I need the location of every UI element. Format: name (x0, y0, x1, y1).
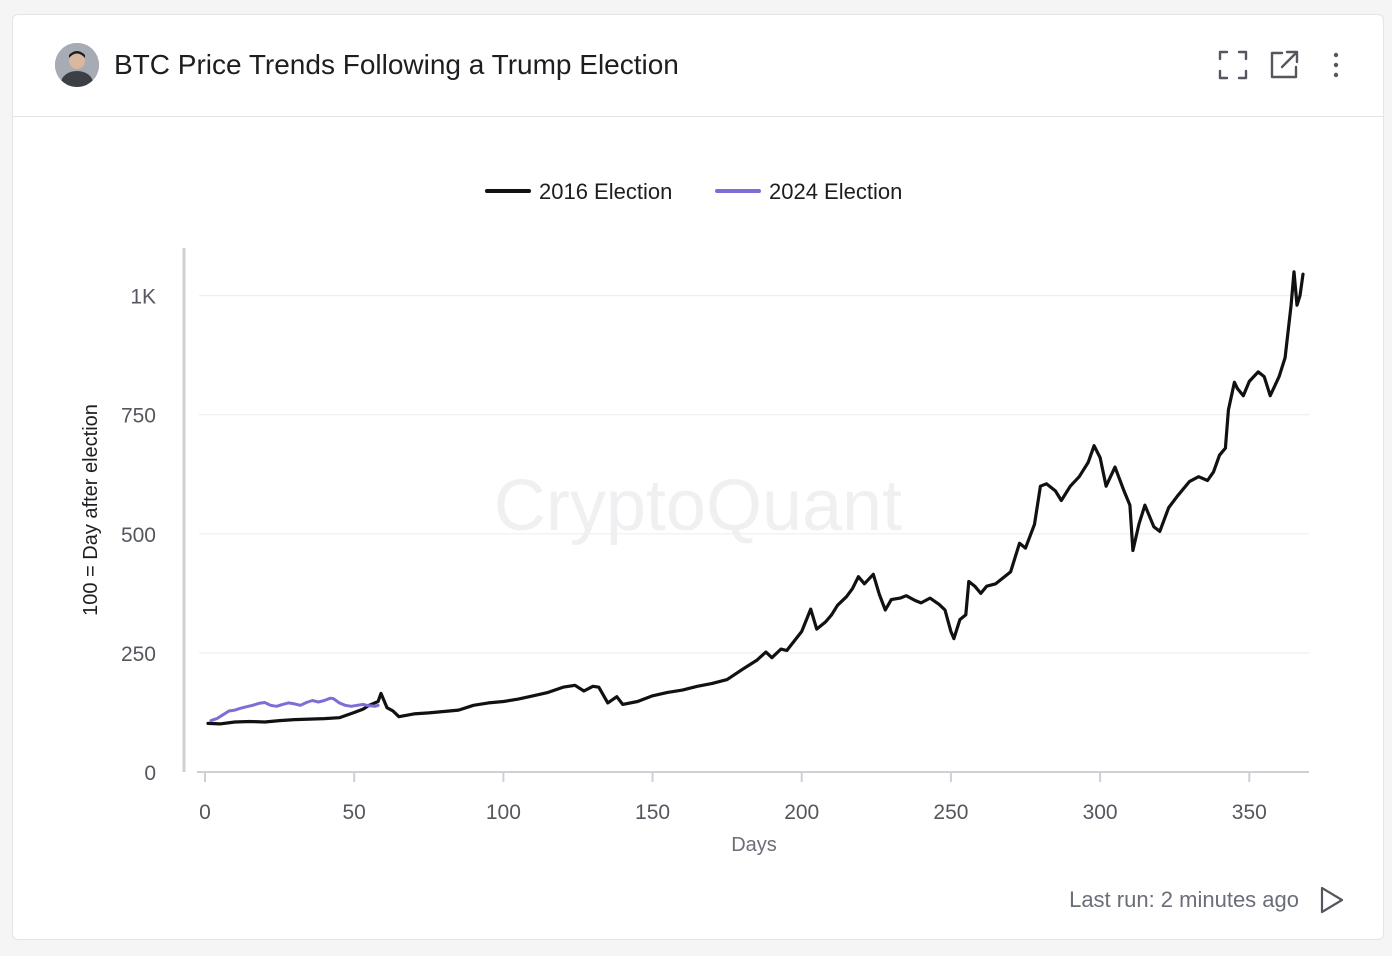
x-tick-label: 300 (1083, 801, 1118, 824)
x-tick-label: 100 (486, 801, 521, 824)
expand-icon[interactable] (1217, 49, 1249, 81)
y-tick-label: 750 (121, 405, 156, 428)
x-tick-label: 50 (343, 801, 366, 824)
x-tick-label: 200 (784, 801, 819, 824)
series-line-2016 (206, 270, 1305, 726)
line-chart: CryptoQuant 0 250 500 750 1K 0 50 100 150 200 250 30… (80, 179, 1309, 856)
y-axis-title: 100 = Day after election (80, 404, 102, 616)
legend-label[interactable]: 2016 Election (539, 179, 672, 204)
y-tick-label: 0 (144, 762, 156, 785)
watermark: CryptoQuant (494, 466, 902, 546)
avatar-icon (55, 43, 99, 87)
avatar[interactable] (55, 43, 99, 87)
card-header: BTC Price Trends Following a Trump Elect… (13, 15, 1383, 117)
series-line-2024 (209, 696, 380, 723)
y-tick-label: 250 (121, 643, 156, 666)
x-axis-title: Days (731, 834, 777, 856)
y-tick-label: 1K (130, 286, 156, 309)
more-vertical-icon[interactable] (1320, 49, 1352, 81)
play-icon[interactable] (1318, 885, 1346, 915)
chart-card: BTC Price Trends Following a Trump Elect… (12, 14, 1384, 940)
open-external-icon[interactable] (1268, 49, 1300, 81)
last-run-text: Last run: 2 minutes ago (1069, 887, 1299, 912)
legend-label[interactable]: 2024 Election (769, 179, 902, 204)
x-tick-label: 0 (199, 801, 211, 824)
x-tick-label: 250 (933, 801, 968, 824)
x-tick-label: 150 (635, 801, 670, 824)
y-tick-label: 500 (121, 524, 156, 547)
page-title: BTC Price Trends Following a Trump Elect… (114, 49, 679, 80)
x-tick-label: 350 (1232, 801, 1267, 824)
